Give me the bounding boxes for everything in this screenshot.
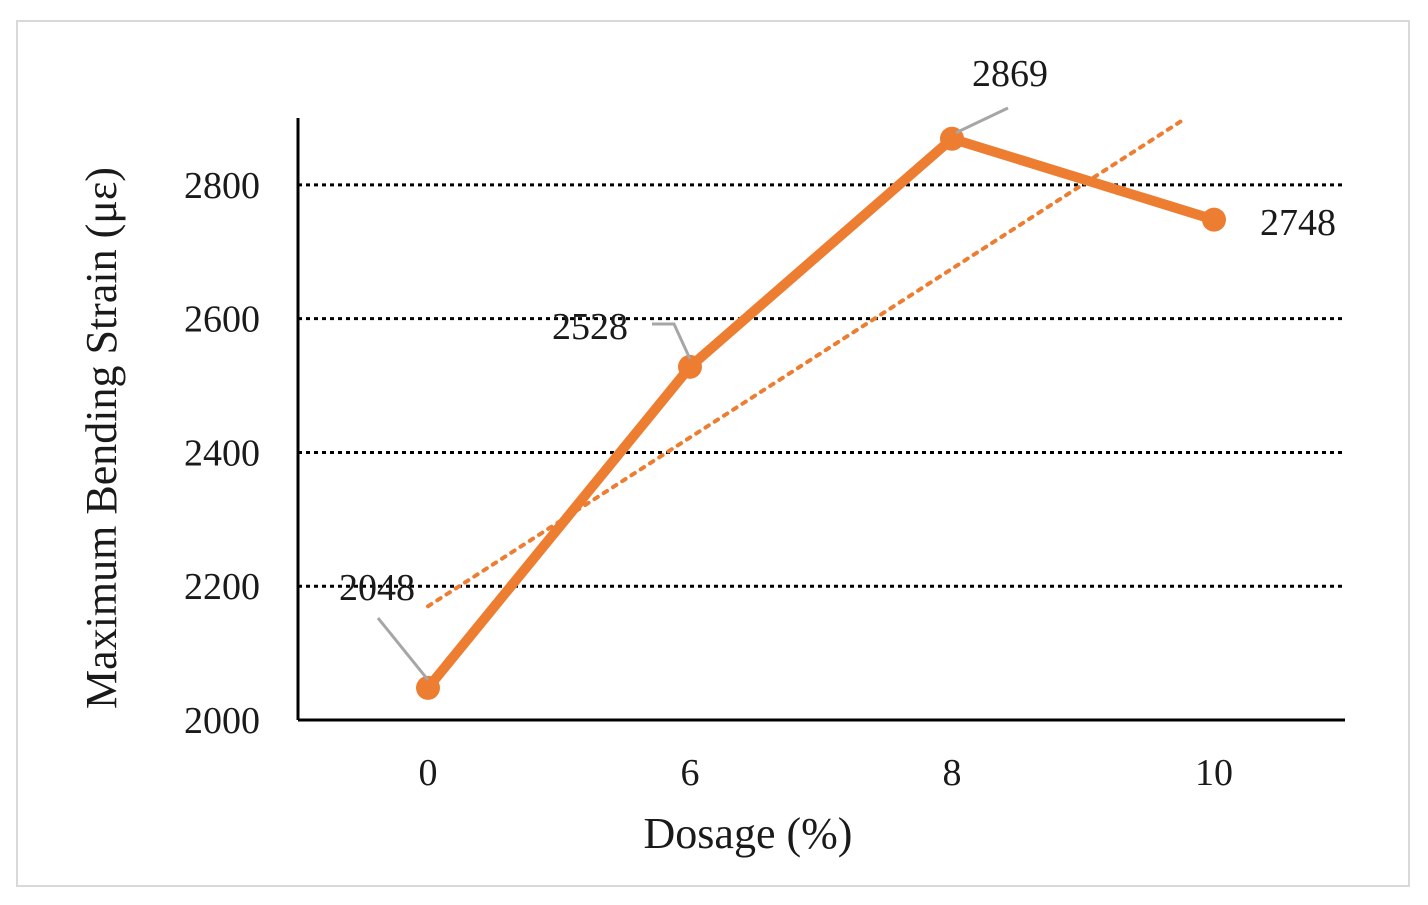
x-axis-title: Dosage (%) bbox=[644, 809, 853, 858]
x-tick-labels: 0 6 8 10 bbox=[419, 752, 1234, 794]
y-tick-label-2200: 2200 bbox=[184, 566, 260, 608]
data-point-0 bbox=[416, 675, 440, 700]
x-tick-label-8: 8 bbox=[943, 752, 962, 794]
x-tick-label-0: 0 bbox=[419, 752, 438, 794]
data-label-2048: 2048 bbox=[339, 567, 415, 609]
data-label-2869: 2869 bbox=[972, 53, 1048, 95]
data-point-10 bbox=[1202, 207, 1226, 232]
y-tick-labels: 2000 2200 2400 2600 2800 bbox=[184, 165, 260, 742]
label-leader-2 bbox=[955, 106, 1009, 135]
x-tick-label-6: 6 bbox=[681, 752, 700, 794]
data-label-2528: 2528 bbox=[552, 306, 628, 348]
series-layer bbox=[416, 126, 1226, 700]
label-leader-1 bbox=[652, 322, 692, 360]
y-tick-label-2000: 2000 bbox=[184, 700, 260, 742]
trendline-layer bbox=[426, 116, 1188, 609]
y-tick-label-2400: 2400 bbox=[184, 432, 260, 474]
trendline bbox=[426, 116, 1188, 609]
data-labels: 2048 2528 2869 2748 bbox=[339, 53, 1336, 609]
chart-frame bbox=[16, 20, 1410, 887]
series-line bbox=[423, 133, 1219, 693]
y-tick-label-2800: 2800 bbox=[184, 165, 260, 207]
gridlines bbox=[298, 183, 1345, 588]
data-point-6 bbox=[678, 354, 702, 379]
y-axis-title: Maximum Bending Strain (με) bbox=[77, 167, 126, 709]
label-leaders bbox=[376, 106, 1009, 681]
x-tick-label-10: 10 bbox=[1195, 752, 1233, 794]
data-label-2748: 2748 bbox=[1260, 202, 1336, 244]
axes bbox=[296, 118, 1345, 722]
y-tick-label-2600: 2600 bbox=[184, 299, 260, 341]
label-leader-0 bbox=[376, 617, 430, 681]
